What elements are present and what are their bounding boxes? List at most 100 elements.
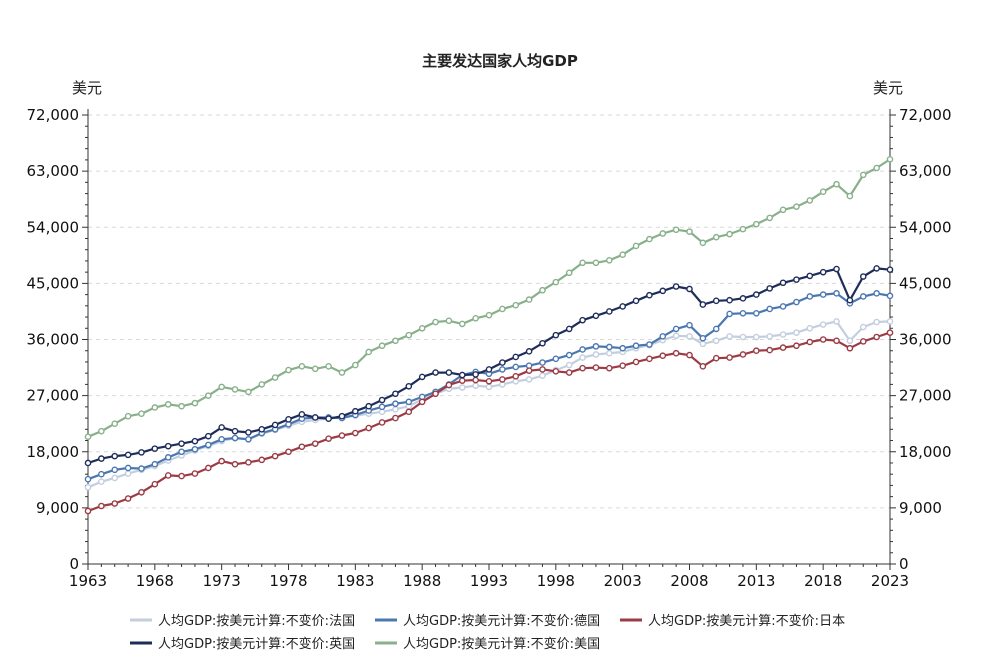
data-point <box>204 392 212 399</box>
data-point <box>806 338 814 346</box>
data-point <box>579 259 586 267</box>
data-point <box>124 470 132 477</box>
data-point <box>739 295 747 302</box>
data-point <box>298 443 306 451</box>
x-tick-label: 1963 <box>69 572 107 590</box>
data-point <box>458 384 466 391</box>
data-point <box>873 290 880 297</box>
data-point <box>178 448 185 456</box>
x-tick-label: 1993 <box>470 572 508 590</box>
data-point <box>164 401 172 408</box>
data-point <box>218 435 225 443</box>
data-point <box>338 369 346 376</box>
legend-label: 人均GDP:按美元计算:不变价:德国 <box>403 613 600 629</box>
data-point <box>726 296 733 304</box>
data-point <box>311 414 319 421</box>
data-point <box>499 305 506 313</box>
data-point <box>779 331 787 338</box>
left-y-tick-label: 18,000 <box>27 443 80 461</box>
x-tick-label: 2018 <box>804 572 842 590</box>
x-tick-label: 1973 <box>203 572 241 590</box>
legend-item: 人均GDP:按美元计算:不变价:英国 <box>130 636 355 652</box>
right-y-axis-ticks: 0 9,000 18,000 27,000 36,000 45,000 54,000 63,0… <box>899 106 952 573</box>
data-point <box>873 318 880 326</box>
data-point <box>124 495 132 502</box>
data-point <box>552 278 560 286</box>
data-point <box>258 456 266 464</box>
series-2 <box>84 329 894 515</box>
axes <box>82 109 896 570</box>
data-point <box>111 420 119 427</box>
data-point <box>485 311 493 319</box>
data-point <box>485 377 493 385</box>
data-point <box>699 334 707 342</box>
data-point <box>458 377 466 384</box>
data-point <box>606 349 613 357</box>
data-point <box>606 257 613 264</box>
data-point <box>606 308 613 315</box>
data-point <box>98 470 105 478</box>
data-point <box>525 296 533 303</box>
data-point <box>418 324 426 332</box>
data-point <box>873 333 880 341</box>
data-point <box>739 225 747 233</box>
data-point <box>806 293 814 300</box>
data-point <box>164 442 172 450</box>
data-point <box>485 366 493 373</box>
data-point <box>98 478 105 485</box>
data-point <box>525 376 533 383</box>
data-point <box>886 329 894 336</box>
data-point <box>793 276 800 283</box>
data-point <box>84 459 92 467</box>
data-point <box>606 364 613 372</box>
data-point <box>686 351 693 359</box>
data-point <box>191 399 199 407</box>
data-point <box>151 480 159 488</box>
x-tick-label: 1988 <box>403 572 441 590</box>
right-y-tick-label: 36,000 <box>899 331 952 349</box>
data-point <box>565 325 573 333</box>
data-point <box>833 318 840 325</box>
data-point <box>712 337 720 345</box>
data-point <box>138 488 145 496</box>
data-point <box>806 272 814 280</box>
data-point <box>204 432 212 440</box>
data-point <box>445 369 453 376</box>
data-point <box>418 373 426 381</box>
data-point <box>873 164 880 172</box>
data-point <box>499 366 506 373</box>
legend-item: 人均GDP:按美元计算:不变价:德国 <box>375 613 600 629</box>
data-point <box>686 333 693 340</box>
data-point <box>766 214 774 222</box>
data-point <box>392 337 399 345</box>
data-point <box>886 292 894 300</box>
data-point <box>806 197 814 204</box>
data-point <box>298 411 306 418</box>
data-point <box>84 475 92 483</box>
left-y-tick-label: 36,000 <box>27 331 80 349</box>
legend-item: 人均GDP:按美元计算:不变价:美国 <box>375 636 600 652</box>
data-point <box>659 352 667 360</box>
data-point <box>552 331 560 339</box>
data-point <box>285 448 292 456</box>
left-y-tick-label: 63,000 <box>27 162 80 180</box>
data-point <box>539 286 546 294</box>
data-point <box>512 372 520 380</box>
data-point <box>739 333 747 341</box>
data-point <box>659 287 667 295</box>
data-point <box>646 355 653 363</box>
data-point <box>191 445 199 453</box>
data-point <box>365 348 373 356</box>
data-point <box>886 155 894 163</box>
data-point <box>565 269 573 277</box>
data-point <box>779 279 787 287</box>
data-point <box>124 464 132 472</box>
right-y-tick-label: 27,000 <box>899 387 952 405</box>
data-point <box>592 364 600 371</box>
data-point <box>445 381 453 389</box>
right-y-tick-label: 18,000 <box>899 443 952 461</box>
data-point <box>231 386 239 393</box>
data-point <box>592 312 600 320</box>
data-point <box>138 410 145 418</box>
data-point <box>753 310 760 317</box>
